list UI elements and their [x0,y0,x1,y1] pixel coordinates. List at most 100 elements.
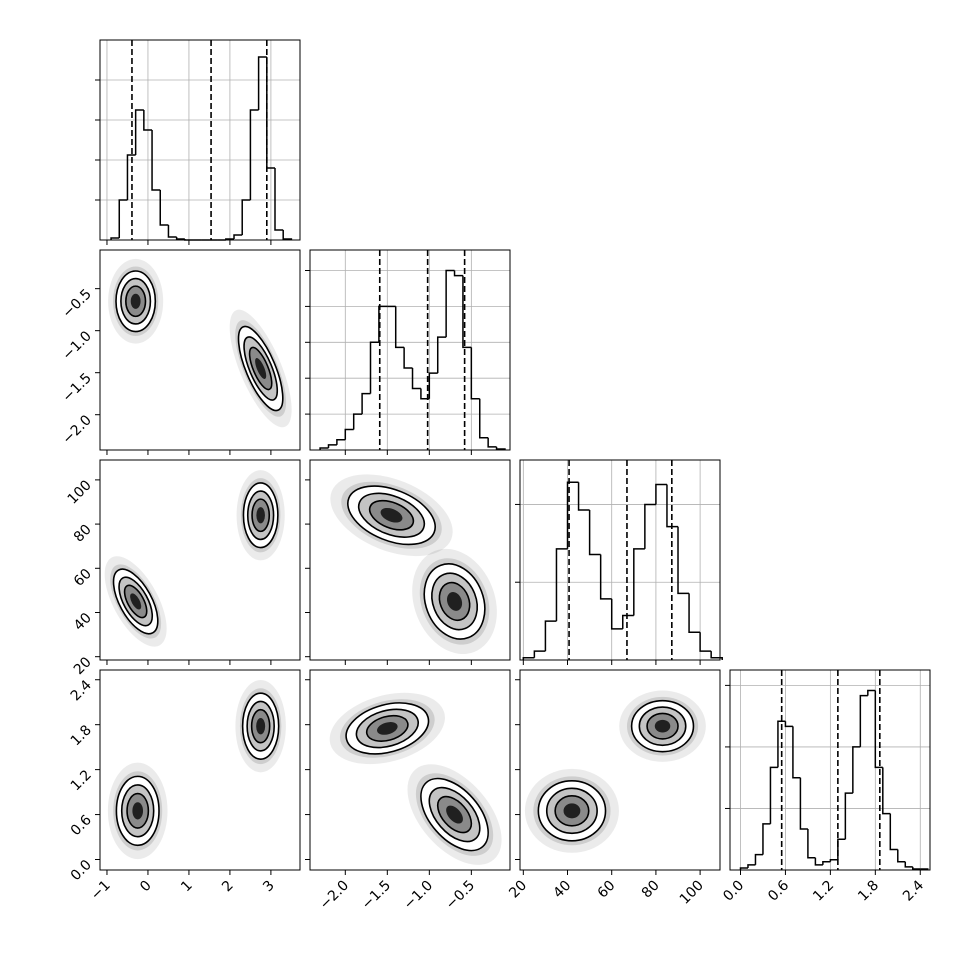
contour [654,719,671,733]
x-tick-label: 0 [137,878,155,896]
histogram-step [282,230,293,240]
histogram-panel [725,669,931,871]
y-tick-label: 0.6 [68,812,95,839]
x-tick-label: −1.0 [401,878,436,913]
histogram-step [445,269,455,338]
histogram-step [257,56,267,110]
contour [256,507,265,524]
histogram-step [882,767,891,815]
histogram-step [274,168,284,231]
histogram-step [829,858,838,862]
density-panel [104,470,285,647]
density-panel [524,690,706,853]
histogram-step [369,341,379,394]
panel-frame [99,39,301,241]
x-tick-label: 60 [595,878,619,902]
histogram-step [852,746,861,794]
density-panel [108,258,292,428]
histogram-step [577,482,590,511]
histogram-step [478,398,489,439]
panel-frame [99,459,301,661]
histogram-panel [305,249,511,451]
histogram-step [777,720,786,768]
histogram-step [462,275,472,349]
histogram-step [666,484,679,528]
y-tick-label: −1.0 [59,328,94,363]
contour [130,293,141,309]
contour [256,717,266,735]
histogram-step [644,503,656,549]
histogram-step [792,726,801,779]
histogram-step [769,766,778,824]
histogram-step [710,651,723,660]
histogram-panel [515,459,723,661]
histogram-step [555,548,568,622]
histogram-step [859,694,868,747]
histogram-step [175,237,185,240]
contour [446,592,463,611]
histogram-step [378,305,388,343]
histogram-step [874,690,883,769]
contour [377,722,398,735]
histogram-step [533,650,546,658]
histogram-step [747,864,756,868]
histogram-step [655,483,667,505]
histogram-step [610,598,623,630]
histogram-panel [95,39,301,241]
x-tick-label: 40 [550,878,574,902]
histogram-step [837,838,846,860]
histogram-step [487,437,497,448]
histogram-step [453,270,463,277]
histogram-step [361,392,371,415]
y-tick-label: 40 [71,610,95,634]
x-tick-label: 2 [219,878,237,896]
histogram-step [126,154,136,200]
x-tick-label: 1.8 [855,878,882,905]
x-tick-label: −1 [88,878,114,904]
histogram-step [394,306,405,349]
histogram-step [822,861,831,865]
panel-frame [99,249,301,451]
contour [380,507,403,523]
y-tick-label: 80 [71,522,95,546]
x-tick-label: −2.0 [317,878,352,913]
y-tick-label: −1.5 [59,370,94,405]
histogram-step [327,444,337,448]
density-panel [330,474,497,655]
histogram-step [352,413,363,430]
histogram-step [118,199,128,238]
histogram-step [151,130,161,191]
histogram-step [677,526,690,595]
histogram-step [110,237,120,240]
density-panel [107,680,286,860]
histogram-step [754,853,763,865]
y-tick-label: 1.2 [68,767,95,794]
histogram-step [134,109,144,155]
histogram-step [762,823,771,855]
histogram-step [867,689,876,696]
histogram-step [403,347,413,369]
histogram-step [566,481,579,549]
contour [130,593,142,610]
histogram-step [249,109,259,200]
x-tick-label: 2.4 [900,877,927,904]
y-tick-label: 20 [71,654,95,678]
y-tick-label: 100 [65,477,95,507]
histogram-step [807,828,816,859]
y-tick-label: −2.0 [59,412,94,447]
histogram-step [436,336,447,374]
histogram-step [159,190,169,226]
density-panel [329,692,502,865]
histogram-step [622,614,634,629]
histogram-step [420,388,430,400]
histogram-step [544,620,557,652]
histogram-step [739,867,748,870]
y-tick-label: 60 [71,566,95,590]
x-tick-label: 100 [677,878,707,908]
x-tick-label: 0.6 [765,877,792,904]
histogram-step [233,234,243,239]
histogram-step [912,866,921,870]
panel-frame [519,459,721,661]
